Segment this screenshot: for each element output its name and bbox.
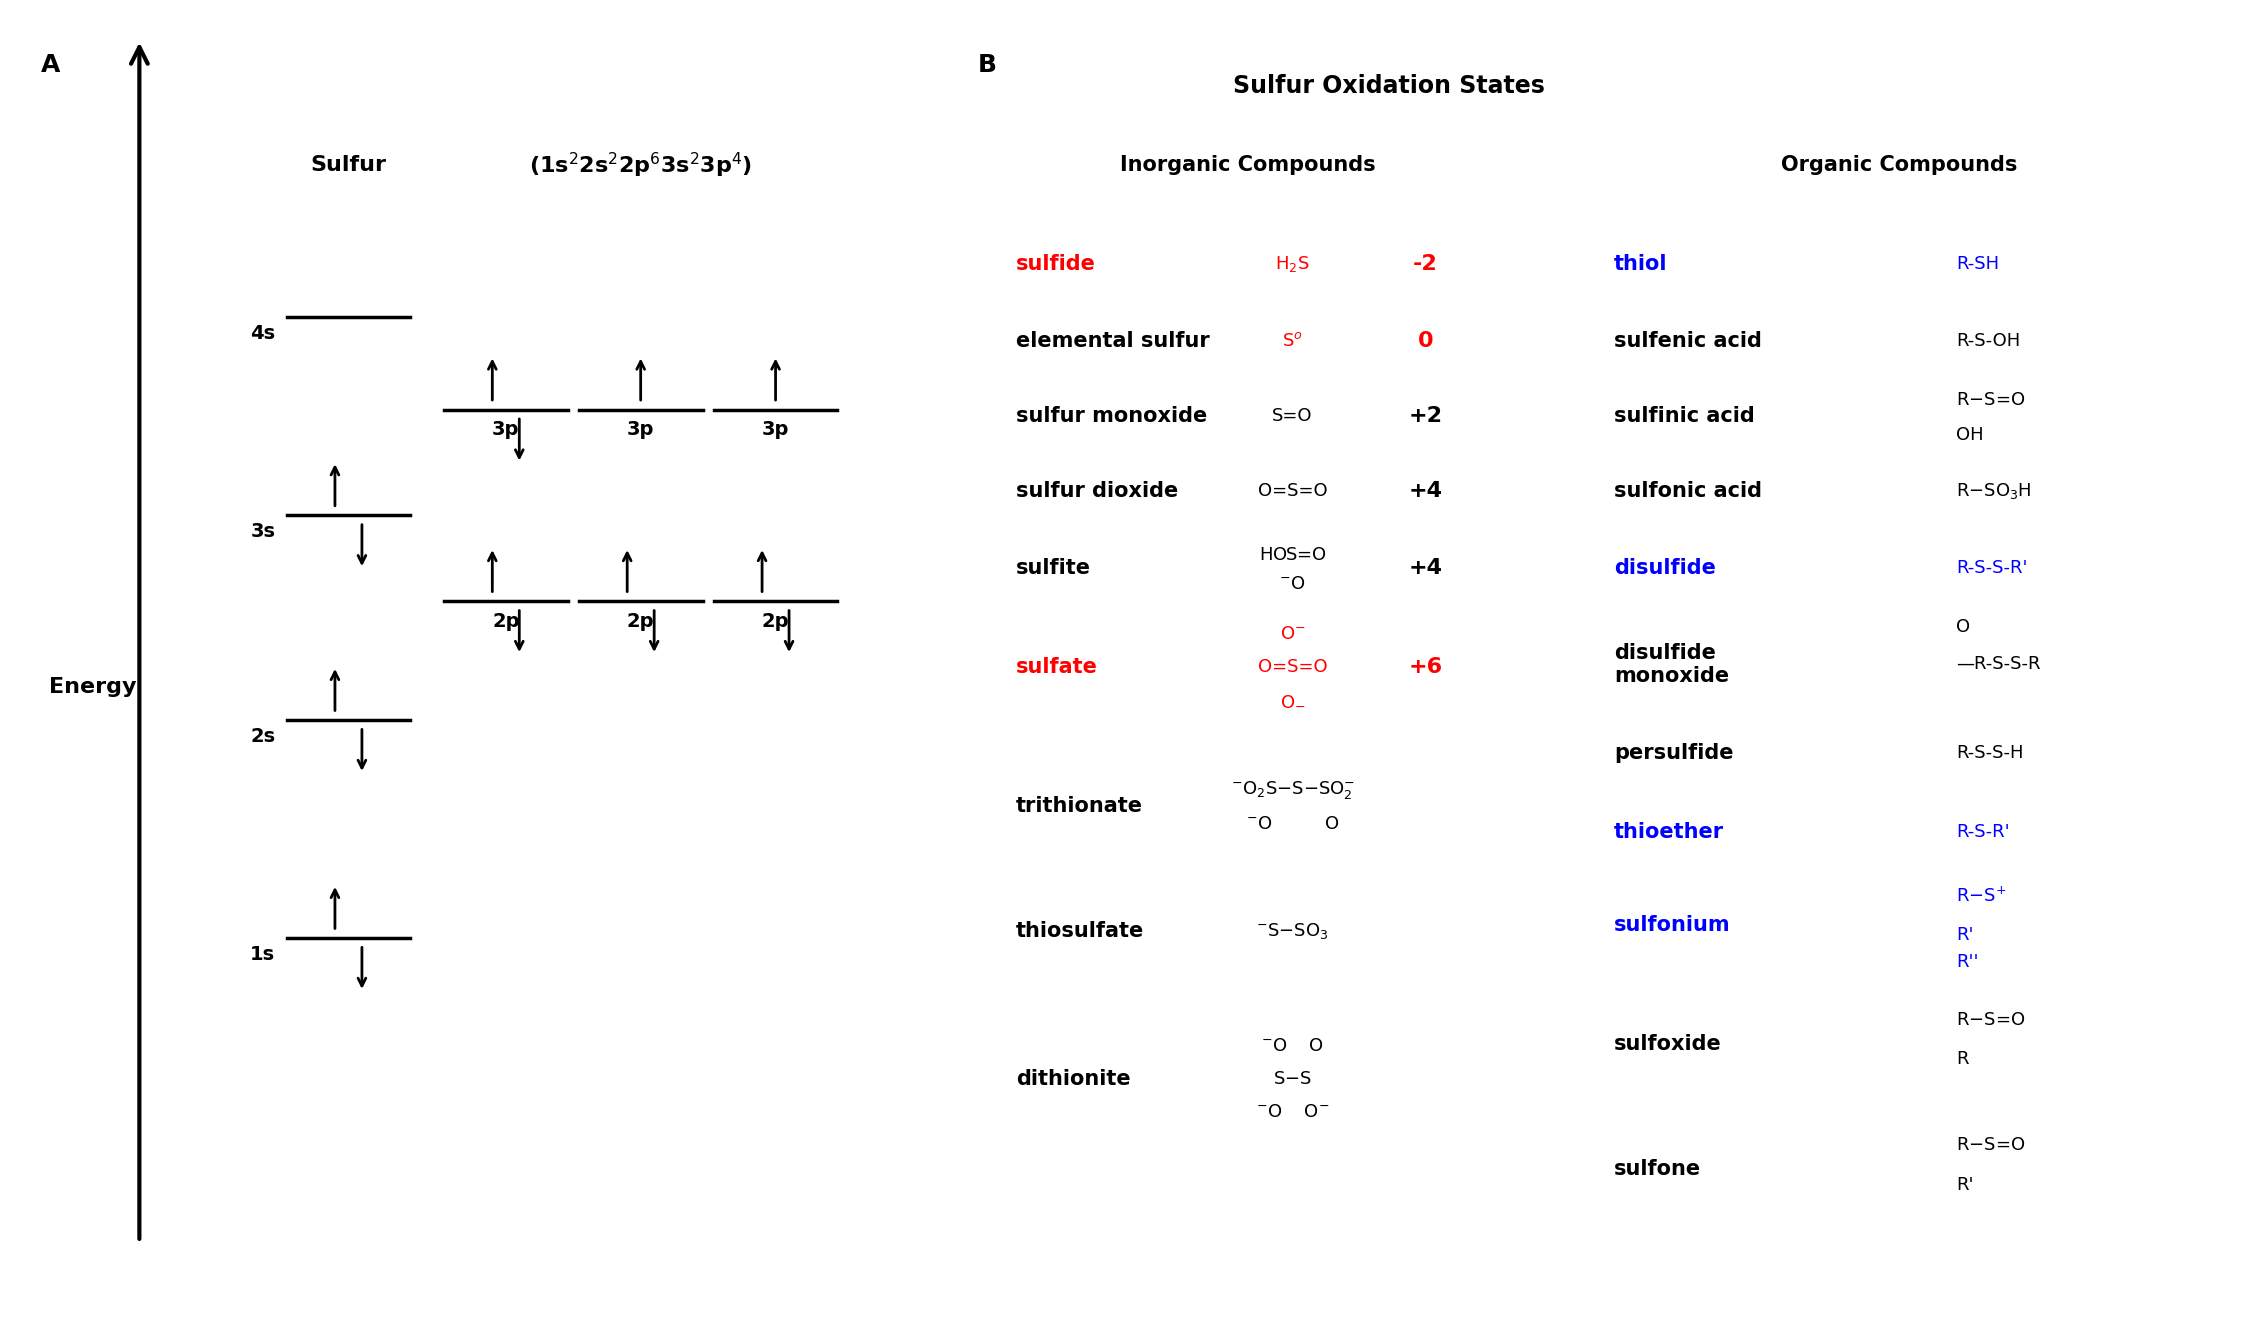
Text: -2: -2 [1412, 254, 1439, 275]
Text: O$_{-}$: O$_{-}$ [1279, 691, 1306, 709]
Text: sulfinic acid: sulfinic acid [1614, 406, 1756, 427]
Text: sulfonium: sulfonium [1614, 914, 1731, 935]
Text: $^{-}$O$_2$S$-$S$-$SO$_2^{-}$: $^{-}$O$_2$S$-$S$-$SO$_2^{-}$ [1230, 779, 1356, 801]
Text: A: A [40, 53, 61, 77]
Text: +4: +4 [1407, 481, 1443, 502]
Text: R$-$S=O: R$-$S=O [1956, 391, 2025, 410]
Text: elemental sulfur: elemental sulfur [1016, 330, 1209, 351]
Text: 0: 0 [1418, 330, 1432, 351]
Text: R-S-S-R': R-S-S-R' [1956, 559, 2028, 577]
Text: R-S-OH: R-S-OH [1956, 332, 2021, 350]
Text: R$-$SO$_3$H: R$-$SO$_3$H [1956, 481, 2032, 502]
Text: sulfone: sulfone [1614, 1159, 1702, 1180]
Text: sulfur monoxide: sulfur monoxide [1016, 406, 1207, 427]
Text: disulfide: disulfide [1614, 557, 1715, 579]
Text: O=S=O: O=S=O [1259, 658, 1326, 676]
Text: R$-$S=O: R$-$S=O [1956, 1136, 2025, 1155]
Text: dithionite: dithionite [1016, 1069, 1131, 1090]
Text: S=O: S=O [1272, 407, 1313, 425]
Text: sulfide: sulfide [1016, 254, 1097, 275]
Text: sulfenic acid: sulfenic acid [1614, 330, 1762, 351]
Text: $^{-}$O$\quad\quad\quad$O: $^{-}$O$\quad\quad\quad$O [1245, 815, 1340, 834]
Text: R-SH: R-SH [1956, 255, 1998, 273]
Text: O$^{-}$: O$^{-}$ [1279, 625, 1306, 643]
Text: 2p: 2p [492, 612, 519, 630]
Text: disulfide
monoxide: disulfide monoxide [1614, 643, 1729, 686]
Text: H$_2$S: H$_2$S [1275, 254, 1311, 275]
Text: sulfite: sulfite [1016, 557, 1090, 579]
Text: R': R' [1956, 1176, 1974, 1194]
Text: R-S-R': R-S-R' [1956, 823, 2010, 841]
Text: B: B [978, 53, 996, 77]
Text: O=S=O: O=S=O [1259, 482, 1326, 501]
Text: thiol: thiol [1614, 254, 1668, 275]
Text: R: R [1956, 1050, 1969, 1069]
Text: 3p: 3p [762, 420, 789, 439]
Text: $^{-}$O$\quad\;$O$^{-}$: $^{-}$O$\quad\;$O$^{-}$ [1257, 1103, 1329, 1122]
Text: 3p: 3p [492, 420, 519, 439]
Text: R': R' [1956, 926, 1974, 945]
Text: R'': R'' [1956, 952, 1978, 971]
Text: 4s: 4s [250, 324, 274, 342]
Text: 2s: 2s [250, 727, 274, 745]
Text: sulfoxide: sulfoxide [1614, 1033, 1722, 1054]
Text: $^{-}$O$\quad\;$O: $^{-}$O$\quad\;$O [1261, 1037, 1324, 1055]
Text: +6: +6 [1407, 657, 1443, 678]
Text: (1s$^2$2s$^2$2p$^6$3s$^2$3p$^4$): (1s$^2$2s$^2$2p$^6$3s$^2$3p$^4$) [528, 151, 753, 180]
Text: Inorganic Compounds: Inorganic Compounds [1120, 155, 1376, 176]
Text: S$-$S: S$-$S [1272, 1070, 1313, 1089]
Text: 3s: 3s [250, 522, 274, 540]
Text: 2p: 2p [762, 612, 789, 630]
Text: $^{-}$O: $^{-}$O [1279, 575, 1306, 593]
Text: —R-S-S-R: —R-S-S-R [1956, 655, 2041, 674]
Text: persulfide: persulfide [1614, 742, 1733, 764]
Text: 1s: 1s [250, 945, 274, 963]
Text: +2: +2 [1407, 406, 1443, 427]
Text: S$^o$: S$^o$ [1281, 332, 1304, 350]
Text: +4: +4 [1407, 557, 1443, 579]
Text: sulfonic acid: sulfonic acid [1614, 481, 1762, 502]
Text: thioether: thioether [1614, 822, 1724, 843]
Text: Sulfur: Sulfur [310, 155, 387, 176]
Text: O: O [1956, 618, 1969, 637]
Text: R$-$S$^{+}$: R$-$S$^{+}$ [1956, 886, 2005, 905]
Text: Energy: Energy [49, 676, 137, 697]
Text: HO$_{\!}$S=O: HO$_{\!}$S=O [1259, 543, 1326, 561]
Text: 3p: 3p [627, 420, 654, 439]
Text: trithionate: trithionate [1016, 795, 1142, 816]
Text: OH: OH [1956, 425, 1983, 444]
Text: Sulfur Oxidation States: Sulfur Oxidation States [1234, 74, 1544, 98]
Text: R-S-S-H: R-S-S-H [1956, 744, 2023, 762]
Text: R$-$S=O: R$-$S=O [1956, 1011, 2025, 1029]
Text: thiosulfate: thiosulfate [1016, 921, 1144, 942]
Text: $^{-}$S$-$SO$_3$: $^{-}$S$-$SO$_3$ [1257, 921, 1329, 942]
Text: Organic Compounds: Organic Compounds [1780, 155, 2019, 176]
Text: 2p: 2p [627, 612, 654, 630]
Text: sulfate: sulfate [1016, 657, 1097, 678]
Text: sulfur dioxide: sulfur dioxide [1016, 481, 1178, 502]
